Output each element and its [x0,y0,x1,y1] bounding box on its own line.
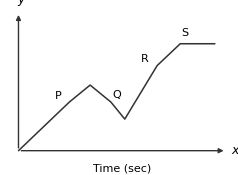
Text: R: R [141,54,149,64]
Text: Time (sec): Time (sec) [93,164,152,174]
Text: x: x [231,144,238,157]
Text: y: y [17,0,25,6]
Text: Q: Q [112,90,121,100]
Text: P: P [55,91,61,101]
Text: S: S [181,28,188,38]
